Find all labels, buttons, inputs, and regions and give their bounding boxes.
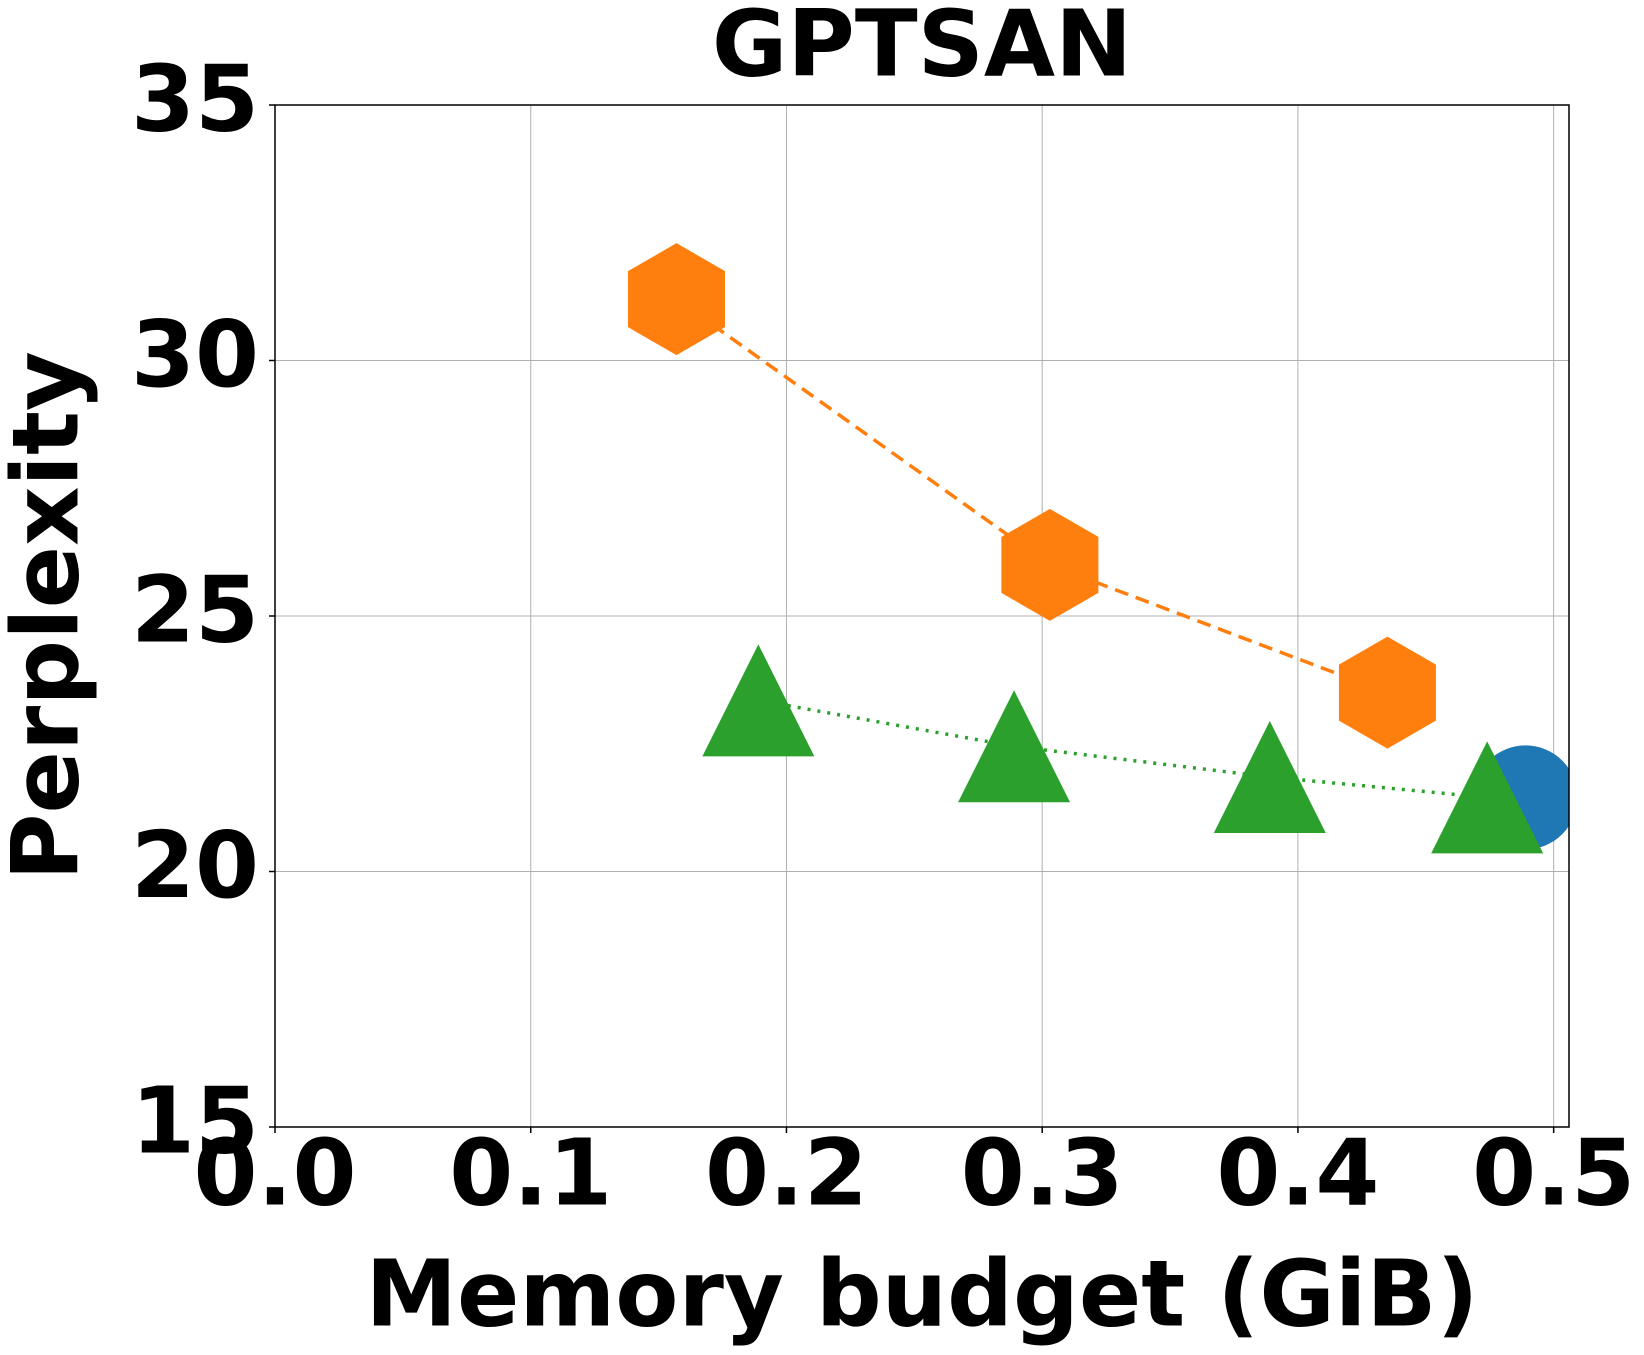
x-tick-label: 0.4 — [1216, 1119, 1379, 1226]
x-axis-label: Memory budget (GiB) — [365, 1240, 1478, 1347]
x-tick-label: 0.5 — [1472, 1119, 1635, 1226]
x-tick-label: 0.0 — [194, 1119, 357, 1226]
hexagon-marker — [1001, 508, 1099, 621]
y-tick-label: 15 — [131, 1067, 259, 1174]
triangle-marker — [1431, 741, 1544, 854]
y-tick-label: 25 — [131, 556, 259, 663]
triangle-marker — [958, 690, 1071, 803]
y-tick-label: 30 — [131, 301, 259, 408]
plot-area — [628, 243, 1569, 854]
y-tick-label: 35 — [131, 45, 259, 152]
hexagon-marker — [628, 243, 725, 356]
plot-frame — [274, 104, 1570, 1128]
series-line — [675, 297, 1389, 695]
y-axis-label: Perplexity — [0, 351, 99, 881]
x-tick-label: 0.2 — [705, 1119, 868, 1226]
chart-title: GPTSAN — [712, 0, 1132, 97]
hexagon-marker — [1338, 636, 1436, 749]
triangle-marker — [1213, 720, 1326, 833]
y-tick-label: 20 — [131, 812, 259, 919]
x-tick-label: 0.3 — [961, 1119, 1124, 1226]
x-tick-label: 0.1 — [449, 1119, 612, 1226]
triangle-marker — [702, 644, 815, 757]
